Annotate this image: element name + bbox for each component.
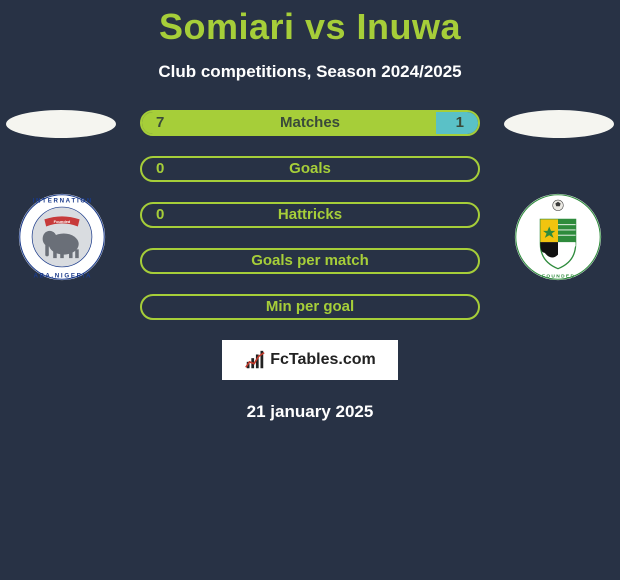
club-crest-right: F O U N D E D <box>514 193 602 281</box>
stat-label: Hattricks <box>142 204 478 226</box>
stat-bar: Goals per match <box>140 248 480 274</box>
stats-area: I N T E R N A T I O N A B A , N I G E R … <box>0 110 620 320</box>
stat-value-left: 7 <box>156 112 164 134</box>
bar-chart-icon <box>244 349 266 371</box>
stat-label: Goals per match <box>142 250 478 272</box>
svg-text:Founded: Founded <box>54 219 71 224</box>
site-logo-text: FcTables.com <box>270 351 376 369</box>
stat-bar: Goals0 <box>140 156 480 182</box>
page-title: Somiari vs Inuwa <box>0 0 620 48</box>
stat-bar: Min per goal <box>140 294 480 320</box>
club-crest-left: I N T E R N A T I O N A B A , N I G E R … <box>18 193 106 281</box>
svg-text:I N T E R N A T I O N: I N T E R N A T I O N <box>33 198 92 205</box>
stat-label: Min per goal <box>142 296 478 318</box>
player-photo-right <box>504 110 614 138</box>
stat-bars: Matches71Goals0Hattricks0Goals per match… <box>140 110 480 320</box>
snapshot-date: 21 january 2025 <box>0 402 620 422</box>
svg-text:A B A , N I G E R I A: A B A , N I G E R I A <box>34 272 91 279</box>
stat-value-left: 0 <box>156 204 164 226</box>
stat-label: Matches <box>142 112 478 134</box>
site-logo: FcTables.com <box>222 340 398 380</box>
comparison-card: Somiari vs Inuwa Club competitions, Seas… <box>0 0 620 422</box>
subtitle: Club competitions, Season 2024/2025 <box>0 62 620 82</box>
stat-value-right: 1 <box>456 112 464 134</box>
stat-label: Goals <box>142 158 478 180</box>
player-photo-left <box>6 110 116 138</box>
svg-text:F O U N D E D: F O U N D E D <box>542 273 574 279</box>
stat-bar: Matches7 1 <box>140 110 480 136</box>
stat-bar: Hattricks0 <box>140 202 480 228</box>
stat-value-left: 0 <box>156 158 164 180</box>
